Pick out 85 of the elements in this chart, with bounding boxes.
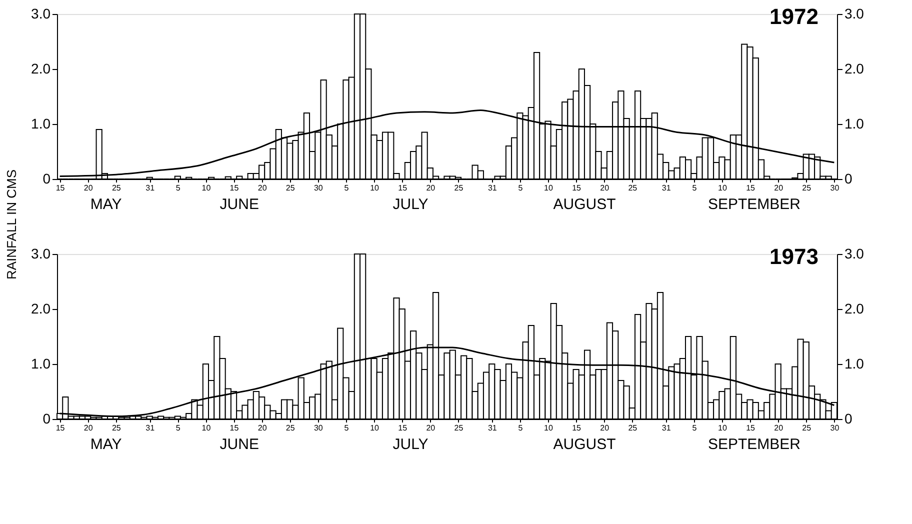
x-tick-label: 5 — [518, 424, 524, 432]
x-tick-label: 5 — [176, 424, 181, 432]
x-tick-label: 5 — [176, 184, 181, 192]
y2-tick-label: 1.0 — [844, 356, 864, 372]
y-tick-label: 0 — [42, 170, 51, 186]
y-axis-title: RAINFALL IN CMS — [4, 169, 20, 280]
x-tick-label: 15 — [230, 424, 240, 432]
x-tick-label: 15 — [572, 184, 582, 192]
x-tick-label: 20 — [258, 184, 268, 192]
x-tick-label: 31 — [146, 424, 156, 432]
x-tick-label: 25 — [286, 184, 296, 192]
x-tick-label: 5 — [692, 424, 698, 432]
x-tick-label: 5 — [692, 184, 698, 192]
x-tick-label: 15 — [56, 424, 66, 432]
chart-title: 1972 — [770, 4, 818, 29]
x-tick-label: 20 — [426, 424, 436, 432]
y-tick-label: 1.0 — [31, 116, 51, 132]
x-tick-label: 20 — [774, 184, 784, 192]
x-tick-label: 10 — [370, 184, 380, 192]
x-tick-label: 10 — [370, 424, 380, 432]
x-tick-label: 5 — [518, 184, 524, 192]
x-tick-label: 30 — [830, 184, 840, 192]
x-tick-label: 31 — [488, 424, 498, 432]
x-tick-label: 25 — [454, 184, 464, 192]
x-tick-label: 30 — [830, 424, 840, 432]
x-tick-label: 25 — [628, 424, 638, 432]
x-tick-label: 15 — [572, 424, 582, 432]
x-tick-label: 15 — [230, 184, 240, 192]
x-tick-label: 5 — [344, 424, 350, 432]
x-tick-label: 15 — [746, 184, 756, 192]
y-tick-label: 0 — [42, 410, 51, 426]
x-tick-label: 31 — [488, 184, 498, 192]
x-tick-label: 25 — [112, 424, 122, 432]
y2-tick-label: 1.0 — [844, 116, 864, 132]
x-tick-label: 10 — [544, 184, 554, 192]
x-tick-label: 5 — [344, 184, 350, 192]
x-tick-label: 10 — [718, 184, 728, 192]
text: MAY — [90, 436, 122, 453]
y-tick-label: 2.0 — [31, 60, 51, 76]
x-tick-label: 20 — [426, 184, 436, 192]
chart-title: 1973 — [770, 244, 818, 269]
text: MAY — [90, 196, 122, 213]
y-tick-label: 2.0 — [31, 300, 51, 316]
y2-tick-label: 2.0 — [844, 300, 864, 316]
x-tick-label: 15 — [398, 184, 408, 192]
x-tick-label: 30 — [314, 184, 324, 192]
x-tick-label: 31 — [146, 184, 156, 192]
x-tick-label: 25 — [454, 424, 464, 432]
y-tick-label: 1.0 — [31, 356, 51, 372]
x-tick-label: 25 — [286, 424, 296, 432]
y2-tick-label: 0 — [844, 410, 852, 426]
y2-tick-label: 0 — [844, 170, 852, 186]
x-tick-label: 25 — [802, 184, 812, 192]
text: SEPTEMBER — [708, 196, 801, 213]
x-tick-label: 10 — [718, 424, 728, 432]
x-tick-label: 15 — [746, 424, 756, 432]
x-tick-label: 10 — [202, 424, 212, 432]
x-tick-label: 25 — [112, 184, 122, 192]
x-tick-label: 20 — [84, 424, 94, 432]
x-tick-label: 20 — [258, 424, 268, 432]
text: JULY — [392, 196, 428, 213]
x-tick-label: 31 — [662, 184, 672, 192]
x-tick-label: 10 — [202, 184, 212, 192]
text: JULY — [392, 436, 428, 453]
y2-tick-label: 3.0 — [844, 246, 864, 262]
x-tick-label: 15 — [398, 424, 408, 432]
text: JUNE — [220, 436, 259, 453]
text: JUNE — [220, 196, 259, 213]
text: AUGUST — [553, 436, 616, 453]
text: AUGUST — [553, 196, 616, 213]
x-tick-label: 25 — [802, 424, 812, 432]
y-tick-label: 3.0 — [31, 246, 51, 262]
y-tick-label: 3.0 — [31, 6, 51, 22]
x-tick-label: 10 — [544, 424, 554, 432]
y2-tick-label: 3.0 — [844, 6, 864, 22]
x-tick-label: 25 — [628, 184, 638, 192]
x-tick-label: 20 — [600, 184, 610, 192]
y2-tick-label: 2.0 — [844, 60, 864, 76]
x-tick-label: 20 — [774, 424, 784, 432]
x-tick-label: 30 — [314, 424, 324, 432]
x-tick-label: 20 — [600, 424, 610, 432]
x-tick-label: 15 — [56, 184, 66, 192]
text: SEPTEMBER — [708, 436, 801, 453]
x-tick-label: 31 — [662, 424, 672, 432]
x-tick-label: 20 — [84, 184, 94, 192]
